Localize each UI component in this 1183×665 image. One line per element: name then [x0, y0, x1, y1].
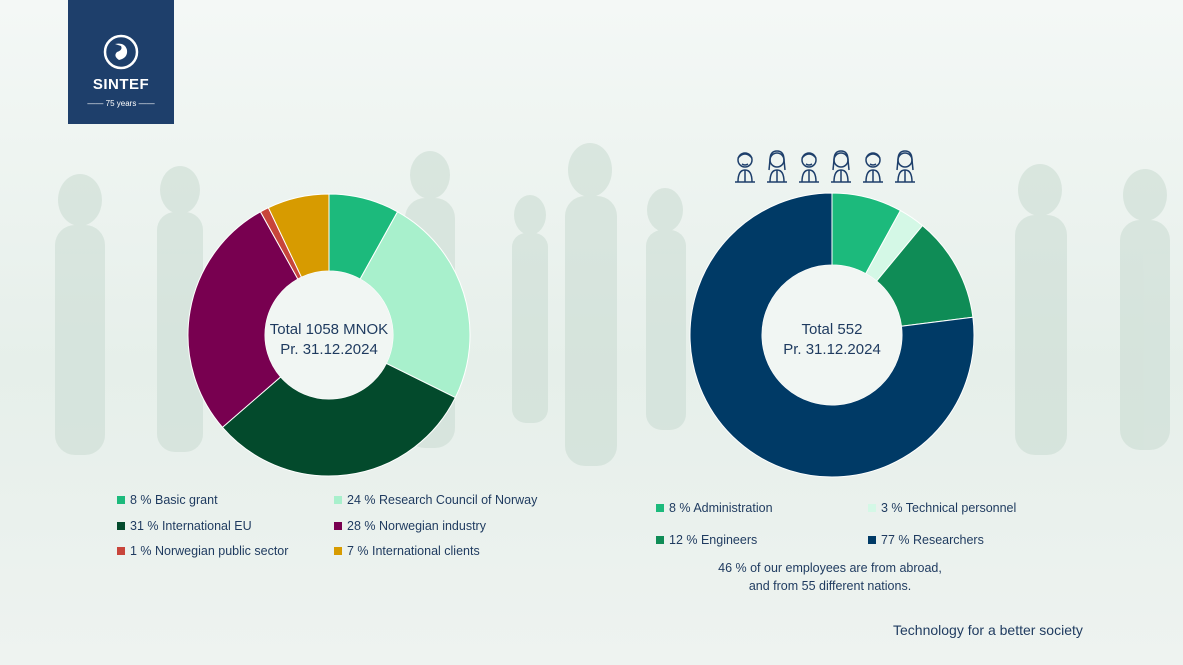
legend-label: 28 % Norwegian industry	[347, 519, 486, 533]
legend-item: 28 % Norwegian industry	[334, 519, 486, 533]
funding-total: Total 1058 MNOK	[269, 321, 389, 338]
legend-item: 1 % Norwegian public sector	[117, 544, 288, 558]
donut-slice	[221, 362, 457, 477]
note-line-2: and from 55 different nations.	[748, 579, 912, 593]
legend-item: 8 % Administration	[656, 501, 773, 515]
female-person-icon	[895, 150, 915, 183]
funding-donut-chart	[187, 193, 471, 477]
legend-item: 7 % International clients	[334, 544, 480, 558]
legend-label: 77 % Researchers	[881, 533, 984, 547]
female-person-icon	[831, 150, 851, 183]
employees-date: Pr. 31.12.2024	[783, 341, 881, 358]
legend-item: 77 % Researchers	[868, 533, 984, 547]
legend-swatch	[117, 522, 125, 530]
legend-swatch	[868, 536, 876, 544]
male-person-icon	[735, 152, 755, 183]
male-person-icon	[799, 152, 819, 183]
funding-date: Pr. 31.12.2024	[280, 341, 378, 358]
legend-item: 12 % Engineers	[656, 533, 757, 547]
legend-swatch	[117, 496, 125, 504]
legend-swatch	[334, 547, 342, 555]
logo-name: SINTEF	[92, 76, 150, 93]
employees-chart-center-label: Total 552 Pr. 31.12.2024	[732, 320, 932, 360]
funding-chart-center-label: Total 1058 MNOK Pr. 31.12.2024	[229, 320, 429, 360]
legend-label: 24 % Research Council of Norway	[347, 493, 538, 507]
legend-swatch	[334, 522, 342, 530]
male-person-icon	[863, 152, 883, 183]
female-person-icon	[767, 150, 787, 183]
legend-label: 8 % Basic grant	[130, 493, 218, 507]
note-line-1: 46 % of our employees are from abroad,	[718, 561, 942, 575]
employees-total: Total 552	[801, 321, 863, 338]
legend-swatch	[656, 504, 664, 512]
legend-item: 31 % International EU	[117, 519, 252, 533]
legend-label: 12 % Engineers	[669, 533, 758, 547]
legend-label: 31 % International EU	[130, 519, 252, 533]
legend-swatch	[656, 536, 664, 544]
slogan: Technology for a better society	[893, 622, 1083, 638]
sintef-logo-icon	[103, 34, 139, 70]
legend-label: 3 % Technical personnel	[881, 501, 1017, 515]
legend-item: 24 % Research Council of Norway	[334, 493, 537, 507]
legend-item: 8 % Basic grant	[117, 493, 218, 507]
legend-item: 3 % Technical personnel	[868, 501, 1016, 515]
donut-hole	[762, 265, 902, 405]
legend-label: 8 % Administration	[669, 501, 773, 515]
legend-swatch	[868, 504, 876, 512]
employees-donut-chart	[689, 192, 975, 478]
legend-swatch	[334, 496, 342, 504]
sintef-logo: SINTEF —— 75 years ——	[68, 0, 174, 124]
legend-label: 7 % International clients	[347, 544, 480, 558]
legend-swatch	[117, 547, 125, 555]
employees-note: 46 % of our employees are from abroad, a…	[680, 559, 980, 595]
donut-hole	[265, 271, 393, 399]
legend-label: 1 % Norwegian public sector	[130, 544, 289, 558]
employee-icons	[735, 150, 915, 183]
logo-tagline: —— 75 years ——	[87, 99, 155, 108]
